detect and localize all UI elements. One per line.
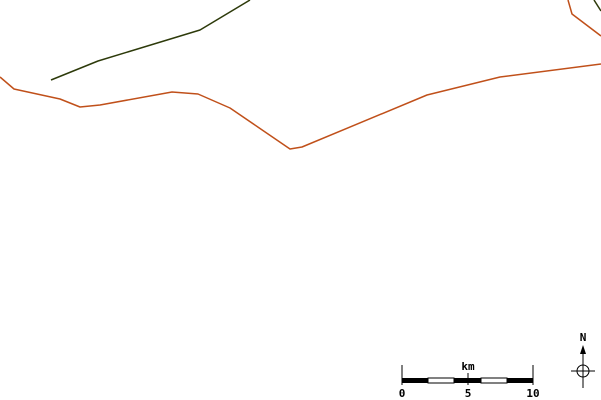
north-arrow-head [580, 345, 586, 354]
scale-unit-label: km [461, 360, 475, 373]
scale-bar: km 0 5 10 [399, 360, 540, 400]
orange-route-line[interactable] [0, 63, 601, 150]
scale-tick-label-5: 5 [465, 387, 472, 400]
north-label: N [580, 331, 587, 344]
dark-route-line[interactable] [50, 0, 251, 81]
north-arrow-icon: N [571, 331, 595, 388]
scale-segment-1 [402, 378, 428, 383]
orange-route-fragment[interactable] [567, 0, 601, 37]
scale-segment-5 [507, 378, 533, 383]
scale-segment-4 [480, 377, 508, 384]
dark-route-fragment[interactable] [593, 0, 601, 12]
scale-tick-label-10: 10 [526, 387, 539, 400]
north-arrow-compass-ring [576, 364, 590, 378]
scale-tick-label-0: 0 [399, 387, 406, 400]
scale-segment-2 [427, 377, 455, 384]
scale-segment-3 [454, 378, 481, 383]
